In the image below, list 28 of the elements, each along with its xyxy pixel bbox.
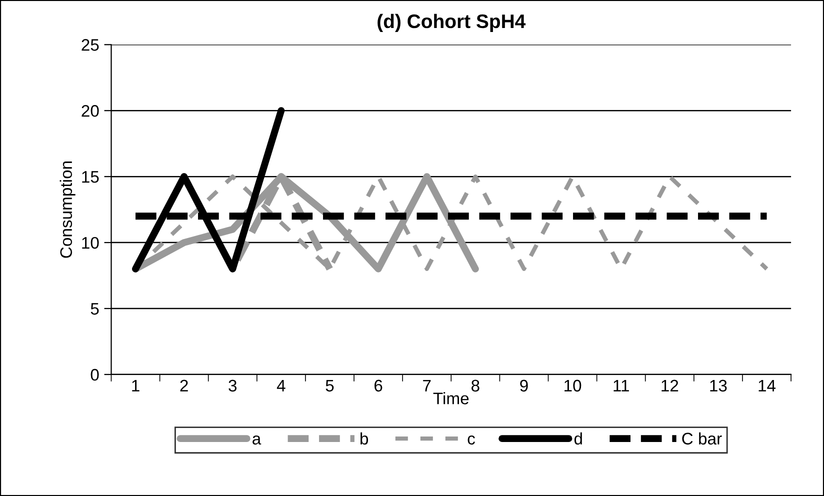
x-tick-label: 9 bbox=[520, 380, 528, 392]
chart-title: (d) Cohort SpH4 bbox=[378, 14, 526, 32]
x-tick-label: 11 bbox=[614, 380, 629, 392]
y-tick-label: 20 bbox=[82, 105, 99, 117]
x-tick-label: 13 bbox=[710, 380, 727, 392]
legend-label: c bbox=[468, 435, 475, 445]
x-tick-label: 2 bbox=[180, 380, 188, 392]
y-tick-label: 15 bbox=[82, 171, 99, 183]
x-tick-label: 12 bbox=[662, 380, 678, 392]
y-axis-title: Consumption bbox=[60, 162, 76, 258]
legend-label: d bbox=[574, 432, 582, 445]
legend-label: C bar bbox=[682, 432, 722, 445]
y-tick-label: 25 bbox=[82, 39, 99, 51]
x-tick-label: 1 bbox=[132, 380, 140, 392]
x-tick-label: 7 bbox=[423, 380, 431, 392]
x-tick-label: 8 bbox=[472, 380, 480, 392]
x-tick-label: 5 bbox=[326, 380, 334, 392]
legend-label: b bbox=[360, 432, 368, 445]
y-tick-label: 10 bbox=[82, 236, 99, 249]
y-tick-label: 0 bbox=[90, 368, 99, 381]
x-tick-label: 4 bbox=[276, 380, 286, 392]
x-tick-label: 14 bbox=[758, 380, 776, 392]
x-tick-label: 3 bbox=[228, 380, 237, 392]
legend-label: a bbox=[252, 435, 262, 445]
y-tick-label: 5 bbox=[90, 303, 99, 315]
x-axis-title: Time bbox=[433, 392, 469, 404]
x-tick-label: 10 bbox=[564, 380, 582, 392]
x-tick-label: 6 bbox=[374, 380, 382, 392]
